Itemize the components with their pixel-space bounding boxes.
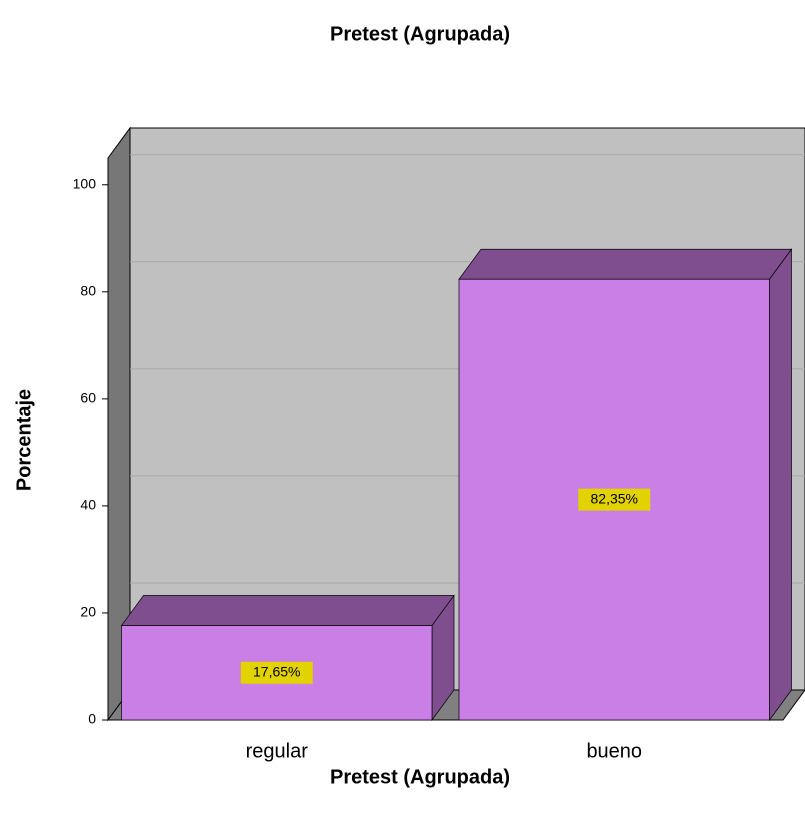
y-tick-label: 0 bbox=[88, 711, 96, 727]
y-tick-label: 20 bbox=[80, 604, 96, 620]
y-tick-label: 60 bbox=[80, 390, 96, 406]
value-label-box bbox=[240, 661, 313, 684]
x-tick-label: regular bbox=[246, 740, 309, 762]
value-label: 17,65% bbox=[253, 663, 300, 679]
value-label: 82,35% bbox=[591, 490, 638, 506]
bar-top bbox=[120, 595, 455, 626]
y-tick-label: 80 bbox=[80, 283, 96, 299]
chart-title: Pretest (Agrupada) bbox=[330, 23, 510, 45]
y-tick-label: 100 bbox=[73, 175, 97, 191]
y-axis-label: Porcentaje bbox=[13, 389, 35, 491]
bar-side bbox=[769, 248, 792, 722]
y-tick-label: 40 bbox=[80, 497, 96, 513]
x-axis-label: Pretest (Agrupada) bbox=[330, 766, 510, 788]
bar-top bbox=[458, 248, 793, 280]
value-label-box bbox=[578, 488, 651, 511]
x-tick-label: bueno bbox=[586, 740, 642, 762]
